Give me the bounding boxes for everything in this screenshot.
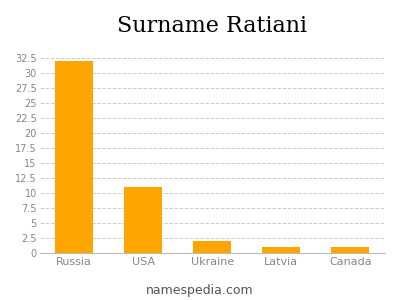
Bar xyxy=(55,61,93,253)
Bar xyxy=(193,241,231,253)
Text: namespedia.com: namespedia.com xyxy=(146,284,254,297)
Bar xyxy=(124,187,162,253)
Bar xyxy=(262,247,300,253)
Bar xyxy=(331,247,369,253)
Title: Surname Ratiani: Surname Ratiani xyxy=(117,15,307,37)
